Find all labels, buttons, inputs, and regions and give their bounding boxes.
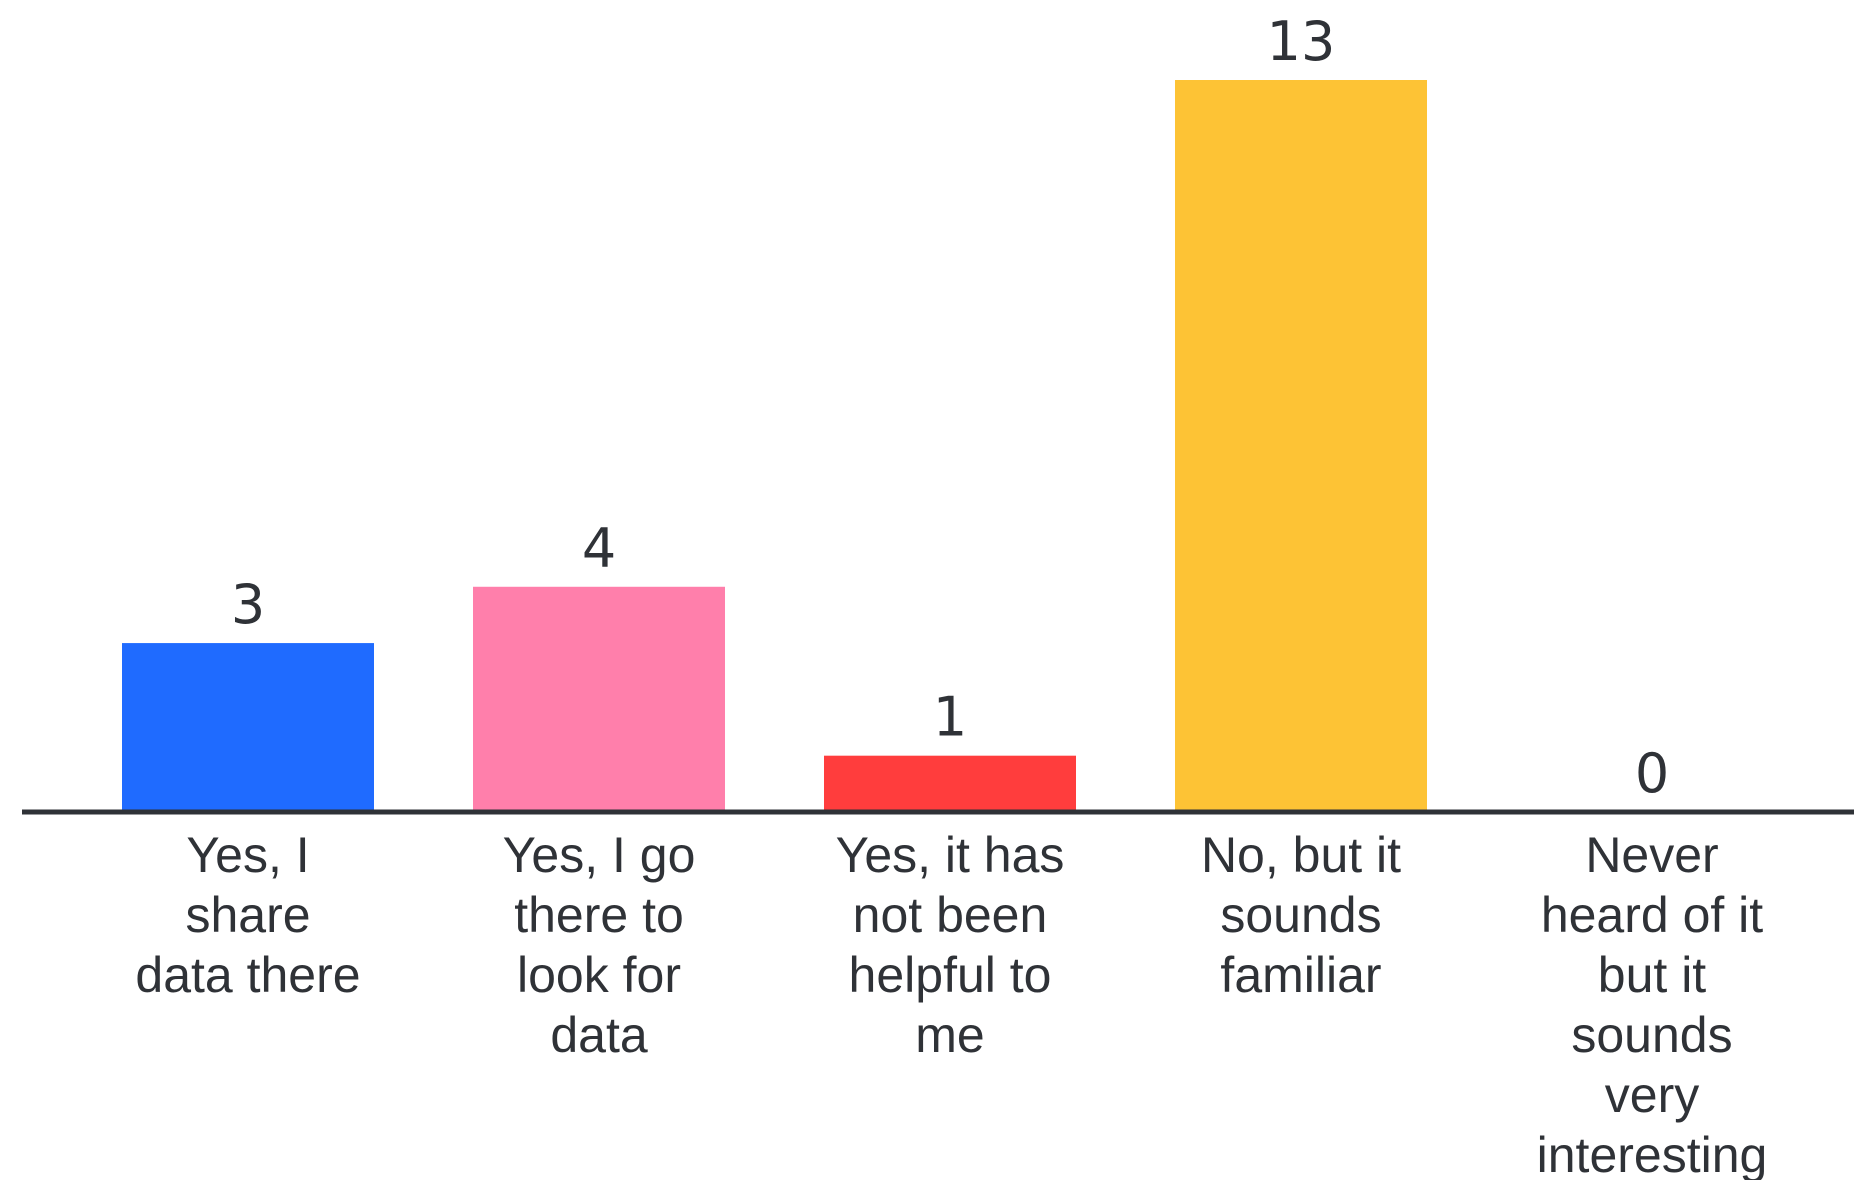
category-label-3: Yes, it has not been helpful to me <box>836 827 1065 1063</box>
category-label-5: Never heard of it but it sounds very interest… <box>1537 827 1768 1180</box>
category-label-line: very <box>1605 1067 1699 1123</box>
category-label-line: share <box>185 887 310 943</box>
category-label-line: Yes, I go <box>503 827 696 883</box>
value-label-1: 3 <box>231 573 265 636</box>
category-label-line: interesting <box>1537 1127 1768 1180</box>
category-label-line: sounds <box>1220 887 1381 943</box>
category-label-line: Never <box>1585 827 1718 883</box>
category-label-line: Yes, I <box>186 827 309 883</box>
category-label-line: data <box>550 1007 648 1063</box>
bar-2 <box>473 586 725 812</box>
category-label-line: heard of it <box>1541 887 1763 943</box>
category-label-4: No, but it sounds familiar <box>1201 827 1401 1003</box>
category-label-2: Yes, I go there to look for data <box>503 827 696 1063</box>
category-label-line: helpful to <box>849 947 1052 1003</box>
category-label-line: there to <box>514 887 684 943</box>
value-label-5: 0 <box>1635 742 1669 805</box>
category-label-line: look for <box>517 947 681 1003</box>
bars-group <box>122 80 1427 812</box>
bar-4 <box>1175 80 1427 812</box>
category-label-line: but it <box>1598 947 1707 1003</box>
category-label-line: No, but it <box>1201 827 1401 883</box>
value-label-3: 1 <box>933 686 967 749</box>
category-label-line: sounds <box>1571 1007 1732 1063</box>
category-label-line: familiar <box>1220 947 1381 1003</box>
category-label-line: me <box>915 1007 984 1063</box>
category-label-line: Yes, it has <box>836 827 1065 883</box>
value-label-4: 13 <box>1267 10 1336 73</box>
bar-3 <box>824 755 1076 812</box>
category-label-line: not been <box>853 887 1048 943</box>
value-label-2: 4 <box>582 517 616 580</box>
category-label-line: data there <box>135 947 360 1003</box>
value-labels-group: 3 4 1 13 0 <box>231 10 1669 805</box>
bar-1 <box>122 643 374 812</box>
